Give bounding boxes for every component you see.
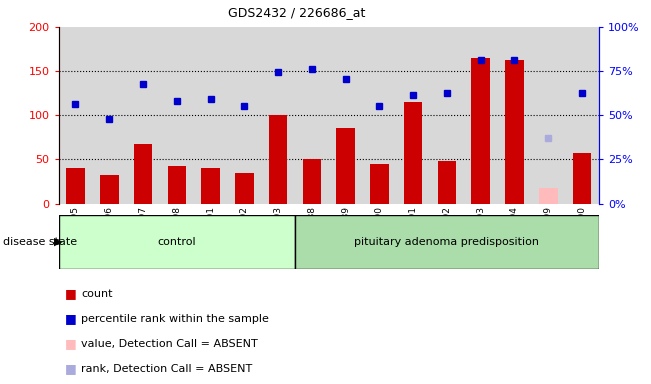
Bar — [363, 27, 396, 204]
FancyBboxPatch shape — [295, 215, 599, 269]
FancyBboxPatch shape — [59, 215, 295, 269]
Bar — [329, 27, 363, 204]
Text: disease state: disease state — [3, 237, 77, 247]
Bar — [464, 27, 497, 204]
Bar — [295, 27, 329, 204]
Text: ■: ■ — [65, 337, 77, 350]
Text: ■: ■ — [65, 287, 77, 300]
Text: pituitary adenoma predisposition: pituitary adenoma predisposition — [354, 237, 540, 247]
Bar — [471, 58, 490, 204]
Bar — [505, 60, 524, 204]
Bar — [261, 27, 295, 204]
Bar — [565, 27, 599, 204]
Bar — [430, 27, 464, 204]
Bar — [437, 161, 456, 204]
Bar — [66, 168, 85, 204]
Bar — [303, 159, 321, 204]
Bar — [201, 168, 220, 204]
Text: ■: ■ — [65, 362, 77, 375]
Bar — [539, 188, 557, 204]
Text: value, Detection Call = ABSENT: value, Detection Call = ABSENT — [81, 339, 258, 349]
Bar — [235, 173, 254, 204]
Text: control: control — [158, 237, 196, 247]
Text: percentile rank within the sample: percentile rank within the sample — [81, 314, 270, 324]
Bar — [194, 27, 227, 204]
Bar — [227, 27, 261, 204]
Text: GDS2432 / 226686_at: GDS2432 / 226686_at — [227, 6, 365, 19]
Bar — [133, 144, 152, 204]
Text: ■: ■ — [65, 312, 77, 325]
Bar — [370, 164, 389, 204]
Bar — [126, 27, 160, 204]
Bar — [531, 27, 565, 204]
Bar — [337, 128, 355, 204]
Bar — [92, 27, 126, 204]
Bar — [269, 115, 287, 204]
Bar — [497, 27, 531, 204]
Bar — [100, 175, 118, 204]
Text: rank, Detection Call = ABSENT: rank, Detection Call = ABSENT — [81, 364, 253, 374]
Text: count: count — [81, 289, 113, 299]
Bar — [396, 27, 430, 204]
Bar — [573, 153, 591, 204]
Bar — [160, 27, 194, 204]
Text: ▶: ▶ — [54, 237, 62, 247]
Bar — [59, 27, 92, 204]
Bar — [167, 166, 186, 204]
Bar — [404, 102, 422, 204]
